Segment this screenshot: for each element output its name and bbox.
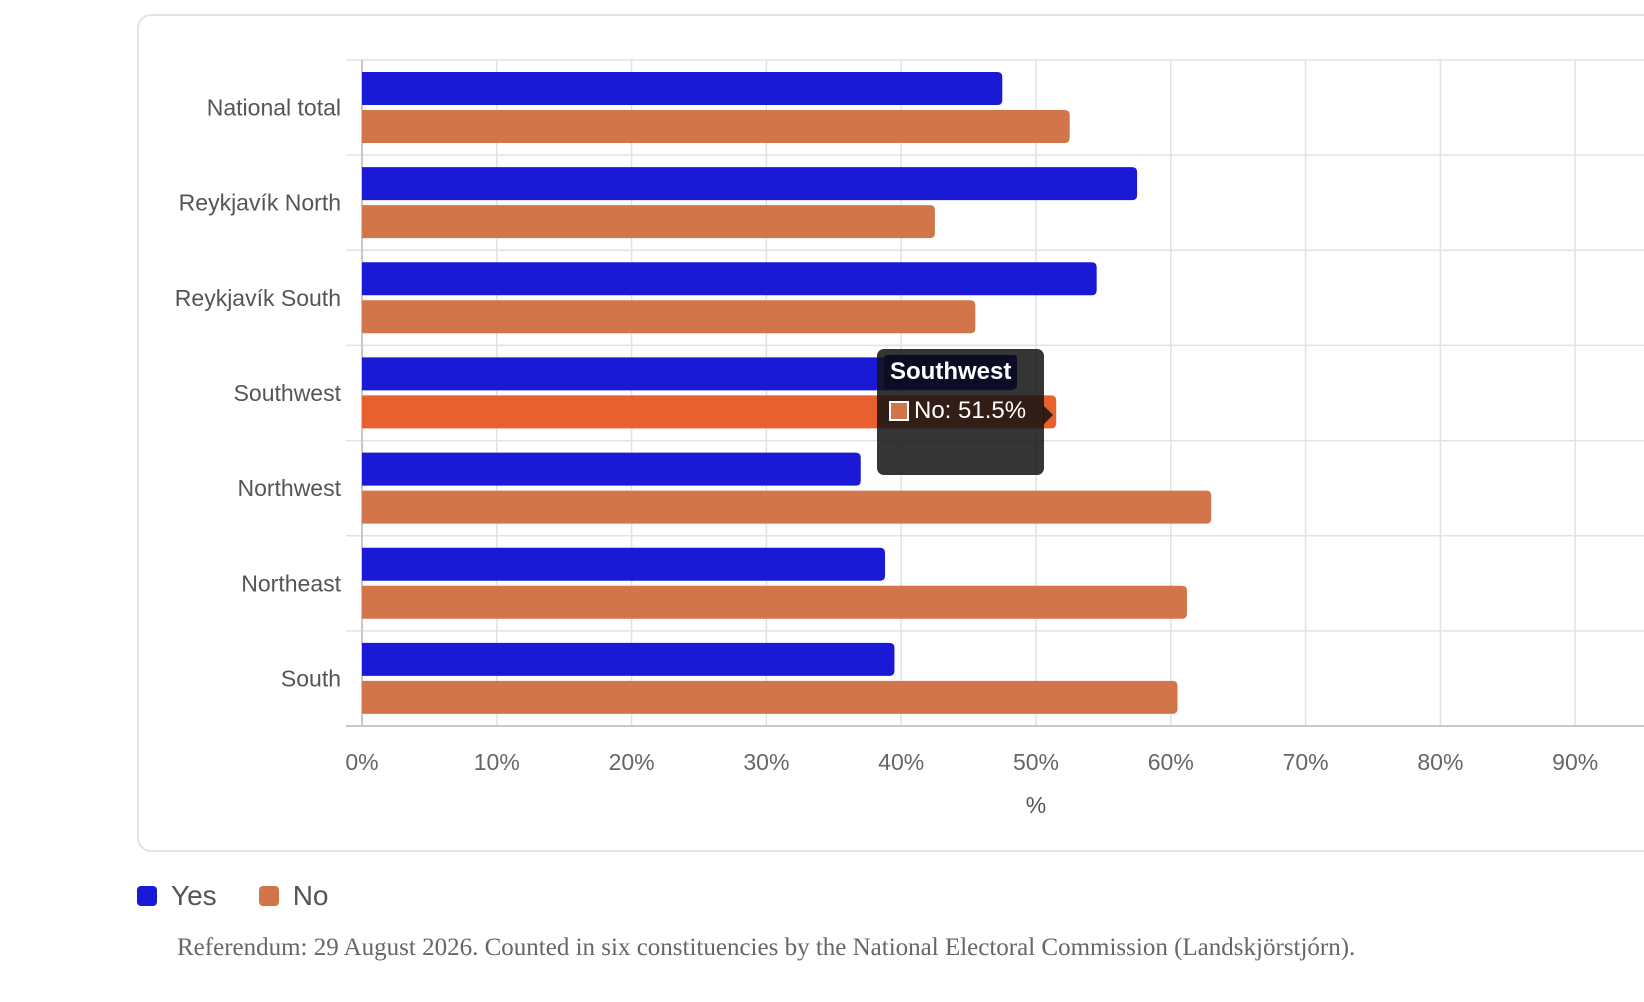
category-label: National total (207, 95, 341, 121)
bar-no (362, 110, 1070, 143)
bar-yes (362, 262, 1097, 296)
legend-item-no[interactable]: No (258, 880, 329, 912)
bar-no (362, 680, 1178, 714)
x-tick-label: 20% (609, 749, 655, 775)
bar-no (362, 490, 1212, 524)
category-label: Reykjavík North (179, 190, 341, 216)
x-axis-title: % (1026, 792, 1046, 818)
tooltip-caret (1043, 405, 1053, 425)
x-tick-label: 60% (1148, 749, 1194, 775)
x-tick-label: 50% (1013, 749, 1059, 775)
source-note: Referendum: 29 August 2026. Counted in s… (177, 934, 1356, 961)
category-label: Northeast (241, 570, 341, 596)
legend-swatch-yes (137, 886, 157, 906)
legend-swatch-no (258, 886, 279, 906)
bar-no (362, 300, 976, 334)
category-label: South (281, 665, 341, 691)
tooltip-title: Southwest (884, 355, 1018, 389)
x-tick-label: 40% (878, 749, 924, 775)
bar-no (362, 585, 1187, 619)
category-label: Southwest (234, 380, 342, 406)
legend-item-yes[interactable]: Yes (137, 880, 217, 912)
bar-yes (362, 357, 1016, 391)
bar-yes (362, 167, 1138, 201)
category-label: Reykjavík South (175, 285, 341, 311)
x-tick-label: 0% (345, 749, 378, 775)
bar-yes (362, 547, 886, 581)
x-tick-label: 70% (1283, 749, 1329, 775)
legend: Yes No (137, 880, 370, 912)
bar-yes (362, 72, 1003, 105)
tooltip-swatch (889, 401, 909, 421)
bar-yes (362, 642, 895, 676)
x-tick-label: 30% (743, 749, 789, 775)
bar-no (362, 205, 935, 239)
legend-label-yes: Yes (171, 880, 217, 911)
tooltip-row: No: 51.5% (889, 397, 1026, 425)
category-label: Northwest (237, 475, 341, 501)
x-tick-label: 10% (474, 749, 520, 775)
bar-yes (362, 452, 861, 486)
tooltip: Southwest No: 51.5% (877, 349, 1044, 475)
tooltip-text: No: 51.5% (914, 397, 1027, 424)
bar-chart: National total Reykjavík North Reykjavík S… (175, 59, 1644, 818)
legend-label-no: No (292, 880, 329, 911)
x-tick-label: 90% (1552, 749, 1598, 775)
x-tick-label: 80% (1417, 749, 1463, 775)
